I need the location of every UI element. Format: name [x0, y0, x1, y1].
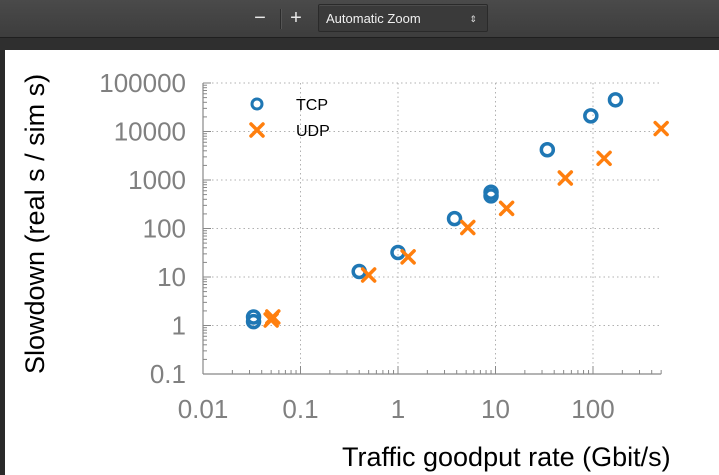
udp-data-point	[400, 249, 416, 265]
toolbar-shadow	[0, 38, 719, 50]
legend-tcp-label: TCP	[296, 97, 328, 114]
x-tick-label: 10	[481, 394, 510, 424]
x-tick-label: 100	[571, 394, 614, 424]
y-tick-label: 10000	[114, 117, 186, 147]
udp-data-point	[653, 120, 669, 137]
udp-data-point	[557, 170, 574, 186]
grid-lines	[203, 82, 662, 374]
legend-udp-x-icon	[249, 122, 265, 138]
y-tick-label: 1000	[128, 165, 186, 195]
udp-data-point	[596, 150, 612, 167]
tcp-data-point	[583, 108, 599, 124]
tick-labels: 0.01 0.1 1 10 100 0.1 1 10 100 1000 10000 100000	[99, 68, 614, 424]
zoom-in-button[interactable]: +	[290, 7, 302, 29]
tcp-data-point	[607, 92, 624, 108]
y-tick-label: 100	[143, 214, 186, 244]
y-tick-label: 100000	[99, 68, 186, 98]
toolbar-separator	[280, 9, 281, 29]
zoom-select-value: Automatic Zoom	[326, 11, 421, 26]
legend: TCP UDP	[249, 97, 330, 140]
tcp-data-point	[245, 309, 262, 325]
tcp-data-point	[483, 184, 499, 200]
udp-data-point	[360, 267, 377, 283]
data-points	[245, 92, 669, 330]
x-axis-title: Traffic goodput rate (Gbit/s)	[342, 442, 671, 472]
pdf-page: 0.01 0.1 1 10 100 0.1 1 10 100 1000 10000 100000 TC…	[5, 50, 719, 475]
tcp-data-point	[446, 210, 463, 227]
udp-data-point	[460, 219, 476, 236]
pdf-viewer-toolbar: − + Automatic Zoom ⇕	[0, 0, 719, 38]
y-tick-label: 10	[157, 262, 186, 292]
axes	[202, 82, 662, 375]
zoom-select[interactable]: Automatic Zoom ⇕	[318, 4, 488, 32]
zoom-out-button[interactable]: −	[254, 7, 266, 29]
y-axis-title: Slowdown (real s / sim s)	[20, 74, 50, 374]
legend-tcp-circle-icon	[250, 97, 264, 111]
y-tick-label: 1	[172, 311, 186, 341]
updown-arrow-icon: ⇕	[469, 14, 477, 24]
legend-udp-label: UDP	[296, 123, 330, 140]
y-tick-label: 0.1	[150, 359, 186, 389]
tcp-data-point	[539, 142, 556, 158]
udp-data-point	[265, 309, 281, 325]
x-tick-label: 0.1	[282, 394, 318, 424]
udp-data-point	[498, 200, 515, 217]
scatter-chart: 0.01 0.1 1 10 100 0.1 1 10 100 1000 10000 100000 TC…	[20, 68, 671, 472]
x-tick-label: 0.01	[178, 394, 229, 424]
x-tick-label: 1	[391, 394, 405, 424]
